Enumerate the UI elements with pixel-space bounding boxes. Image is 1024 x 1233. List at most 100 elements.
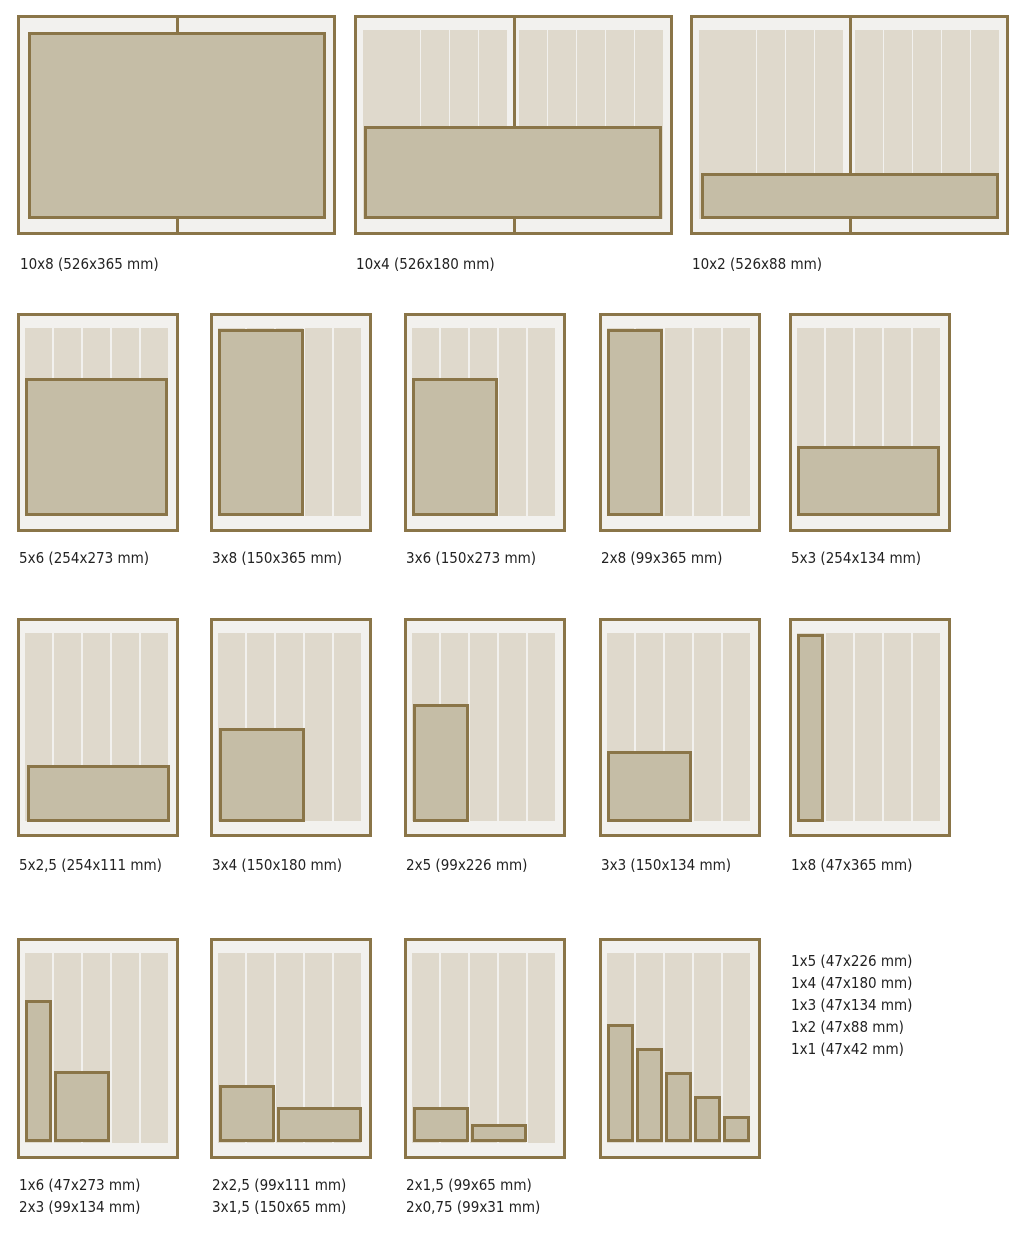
layout-caption: 3x4 (150x180 mm) xyxy=(212,854,342,876)
grid-column xyxy=(528,328,555,516)
grid-column xyxy=(499,328,526,516)
ad-block xyxy=(364,126,662,219)
layout-caption: 2x1,5 (99x65 mm) 2x0,75 (99x31 mm) xyxy=(406,1174,540,1218)
grid-column xyxy=(305,633,332,821)
caption-line: 1x8 (47x365 mm) xyxy=(791,856,913,874)
grid-column xyxy=(723,953,750,1143)
ad-block xyxy=(797,446,940,516)
layout-caption: 3x6 (150x273 mm) xyxy=(406,547,536,569)
layout-caption: 2x2,5 (99x111 mm) 3x1,5 (150x65 mm) xyxy=(212,1174,346,1218)
caption-line: 5x2,5 (254x111 mm) xyxy=(19,856,162,874)
caption-line: 5x6 (254x273 mm) xyxy=(19,549,150,567)
ad-block xyxy=(701,173,999,219)
spread-gutter-line xyxy=(849,18,852,232)
ad-block xyxy=(636,1048,663,1142)
grid-column xyxy=(305,328,332,516)
ad-block xyxy=(27,765,170,822)
caption-line: 3x4 (150x180 mm) xyxy=(212,856,343,874)
grid-column xyxy=(528,953,555,1143)
caption-line: 1x5 (47x226 mm) xyxy=(791,952,913,970)
caption-line: 1x1 (47x42 mm) xyxy=(791,1040,904,1058)
caption-line: 3x6 (150x273 mm) xyxy=(406,549,537,567)
caption-line: 5x3 (254x134 mm) xyxy=(791,549,922,567)
grid-column xyxy=(826,633,853,821)
layout-caption: 10x2 (526x88 mm) xyxy=(692,253,822,275)
ad-block xyxy=(694,1096,721,1142)
grid-column xyxy=(665,328,692,516)
ad-block xyxy=(25,1000,52,1142)
ad-block xyxy=(219,1085,275,1142)
ad-block xyxy=(219,728,305,822)
grid-column xyxy=(112,953,139,1143)
layout-frame-12 xyxy=(789,618,951,837)
ad-block xyxy=(665,1072,692,1142)
layout-caption: 1x8 (47x365 mm) xyxy=(791,854,912,876)
grid-column xyxy=(723,633,750,821)
layout-frame-1 xyxy=(354,15,673,235)
ad-block xyxy=(607,751,692,822)
ad-block xyxy=(25,378,168,516)
layout-caption: 2x5 (99x226 mm) xyxy=(406,854,527,876)
ad-block xyxy=(797,634,824,822)
grid-column xyxy=(499,633,526,821)
ad-block xyxy=(723,1116,750,1142)
layout-frame-8 xyxy=(17,618,179,837)
caption-line: 2x1,5 (99x65 mm) xyxy=(406,1176,532,1194)
grid-column xyxy=(334,328,361,516)
ad-block xyxy=(471,1124,527,1142)
caption-line: 10x8 (526x365 mm) xyxy=(20,255,159,273)
layout-caption: 1x5 (47x226 mm) 1x4 (47x180 mm) 1x3 (47x13… xyxy=(791,950,912,1060)
layout-frame-3 xyxy=(17,313,179,532)
layout-frame-16 xyxy=(599,938,761,1159)
grid-column xyxy=(694,328,721,516)
layout-frame-14 xyxy=(210,938,372,1159)
grid-column xyxy=(528,633,555,821)
ad-block xyxy=(28,32,326,219)
ad-block xyxy=(413,704,469,822)
ad-block xyxy=(218,329,304,516)
layout-caption: 1x6 (47x273 mm) 2x3 (99x134 mm) xyxy=(19,1174,140,1218)
layout-frame-9 xyxy=(210,618,372,837)
layout-caption: 10x4 (526x180 mm) xyxy=(356,253,495,275)
ad-block xyxy=(54,1071,110,1142)
grid-column xyxy=(694,633,721,821)
caption-line: 1x3 (47x134 mm) xyxy=(791,996,913,1014)
grid-column xyxy=(499,953,526,1143)
layout-frame-5 xyxy=(404,313,566,532)
grid-column xyxy=(855,633,882,821)
layout-frame-2 xyxy=(690,15,1009,235)
layout-caption: 5x2,5 (254x111 mm) xyxy=(19,854,162,876)
layout-caption: 10x8 (526x365 mm) xyxy=(20,253,159,275)
caption-line: 1x2 (47x88 mm) xyxy=(791,1018,904,1036)
layout-frame-6 xyxy=(599,313,761,532)
caption-line: 2x0,75 (99x31 mm) xyxy=(406,1198,541,1216)
grid-column xyxy=(470,633,497,821)
caption-line: 3x8 (150x365 mm) xyxy=(212,549,343,567)
caption-line: 2x8 (99x365 mm) xyxy=(601,549,723,567)
ad-block xyxy=(607,1024,634,1142)
layout-frame-0 xyxy=(17,15,336,235)
caption-line: 2x2,5 (99x111 mm) xyxy=(212,1176,347,1194)
layout-frame-10 xyxy=(404,618,566,837)
grid-column xyxy=(470,953,497,1143)
layout-caption: 3x8 (150x365 mm) xyxy=(212,547,342,569)
ad-block xyxy=(607,329,663,516)
layout-frame-15 xyxy=(404,938,566,1159)
grid-column xyxy=(913,633,940,821)
ad-block xyxy=(413,1107,469,1142)
grid-column xyxy=(884,633,911,821)
caption-line: 3x3 (150x134 mm) xyxy=(601,856,732,874)
caption-line: 3x1,5 (150x65 mm) xyxy=(212,1198,347,1216)
spread-gutter-line xyxy=(513,18,516,232)
layout-frame-11 xyxy=(599,618,761,837)
grid-column xyxy=(723,328,750,516)
ad-block xyxy=(277,1107,362,1142)
caption-line: 1x6 (47x273 mm) xyxy=(19,1176,141,1194)
caption-line: 2x3 (99x134 mm) xyxy=(19,1198,141,1216)
caption-line: 10x2 (526x88 mm) xyxy=(692,255,823,273)
layout-frame-13 xyxy=(17,938,179,1159)
layout-caption: 5x6 (254x273 mm) xyxy=(19,547,149,569)
grid-column xyxy=(334,633,361,821)
layout-caption: 3x3 (150x134 mm) xyxy=(601,854,731,876)
